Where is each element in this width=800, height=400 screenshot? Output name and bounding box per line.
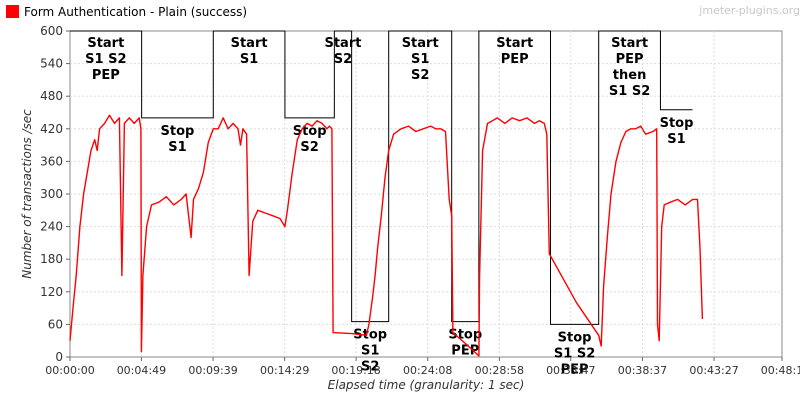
y-tick-label: 480: [40, 89, 63, 103]
phase-label: Stop: [448, 328, 482, 343]
y-axis: 0 60 120 180 240 300 360 420 480 540 600: [40, 24, 70, 364]
x-tick-label: 00:28:58: [475, 364, 524, 377]
phase-boundary-line: [70, 30, 693, 325]
phase-label: Stop: [161, 124, 195, 139]
y-axis-label: Number of transactions /sec: [20, 109, 34, 279]
x-tick-label: 00:33:47: [546, 364, 595, 377]
phase-label: Start: [87, 36, 124, 51]
y-tick-label: 540: [40, 57, 63, 71]
phase-label: PEP: [616, 52, 644, 67]
y-tick-label: 60: [48, 317, 63, 331]
series-line: [69, 114, 704, 357]
y-tick-label: 180: [40, 252, 63, 266]
x-tick-label: 00:00:00: [45, 364, 94, 377]
y-tick-label: 0: [55, 350, 63, 364]
phase-label: then: [613, 68, 647, 83]
x-tick-label: 00:19:18: [331, 364, 380, 377]
phase-label: PEP: [501, 52, 529, 67]
phase-label: S1: [168, 140, 186, 155]
phase-label: S1: [411, 52, 429, 67]
x-tick-label: 00:43:27: [689, 364, 738, 377]
phase-label: PEP: [92, 68, 120, 83]
phase-label: PEP: [561, 362, 589, 377]
phase-label: S1: [240, 52, 258, 67]
phase-label: S1: [361, 344, 379, 359]
x-tick-label: 00:14:29: [260, 364, 309, 377]
grid: [70, 31, 782, 357]
legend-label: Form Authentication - Plain (success): [24, 5, 247, 19]
phase-label: Start: [496, 36, 533, 51]
phase-label: S2: [411, 68, 429, 83]
legend-swatch: [6, 5, 19, 18]
series-layer: [69, 114, 704, 357]
phase-label: Stop: [558, 330, 592, 345]
phase-label: Start: [231, 36, 268, 51]
x-axis-label: Elapsed time (granularity: 1 sec): [328, 378, 525, 392]
phase-label: S1: [667, 132, 685, 147]
phase-label: Start: [611, 36, 648, 51]
phase-label: S1 S2: [85, 52, 126, 67]
phase-label: Start: [402, 36, 439, 51]
y-tick-label: 300: [40, 187, 63, 201]
x-tick-label: 00:48:1: [761, 364, 800, 377]
phase-label: Stop: [660, 116, 694, 131]
phase-label: Start: [324, 36, 361, 51]
y-tick-label: 240: [40, 220, 63, 234]
phase-label: S2: [300, 140, 318, 155]
y-tick-label: 420: [40, 122, 63, 136]
phase-label: PEP: [451, 344, 479, 359]
x-tick-label: 00:04:49: [117, 364, 166, 377]
phase-label: S2: [361, 360, 379, 375]
y-tick-label: 360: [40, 154, 63, 168]
x-axis: 00:00:00 00:04:49 00:09:39 00:14:29 00:19:18…: [45, 357, 800, 377]
phase-label: S1 S2: [609, 84, 650, 99]
phase-label: S1 S2: [554, 346, 595, 361]
legend[interactable]: Form Authentication - Plain (success): [6, 5, 247, 19]
y-tick-label: 120: [40, 285, 63, 299]
y-tick-label: 600: [40, 24, 63, 38]
x-tick-label: 00:09:39: [188, 364, 237, 377]
phase-label: Stop: [353, 328, 387, 343]
phase-label: S2: [334, 52, 352, 67]
phase-label: Stop: [293, 124, 327, 139]
x-tick-label: 00:24:08: [403, 364, 452, 377]
x-tick-label: 00:38:37: [618, 364, 667, 377]
watermark: jmeter-plugins.org: [698, 4, 800, 17]
